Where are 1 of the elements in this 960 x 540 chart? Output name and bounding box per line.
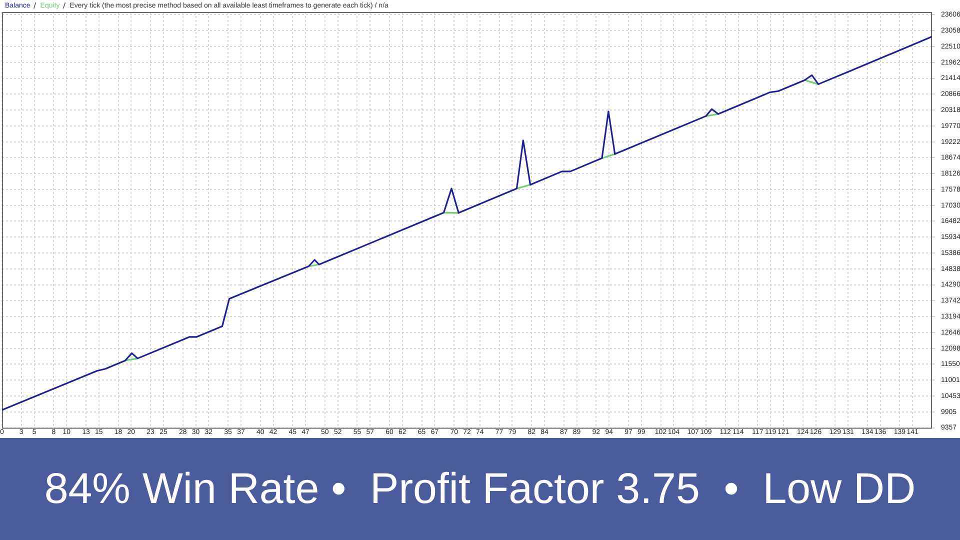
banner: 84% Win Rate • Profit Factor 3.75 • Low DD <box>0 438 960 540</box>
